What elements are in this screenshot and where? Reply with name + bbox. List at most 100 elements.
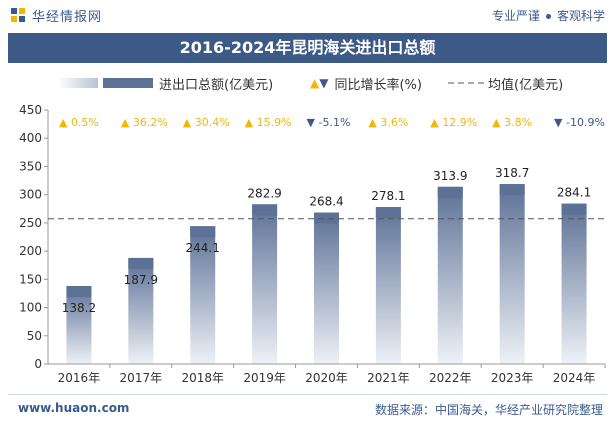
legend-label-total: 进出口总额(亿美元)	[159, 77, 274, 93]
slogan-left: 专业严谨	[491, 9, 540, 23]
value-label: 284.1	[557, 186, 591, 200]
bar-2023年	[499, 184, 525, 364]
value-label: 268.4	[309, 195, 343, 209]
y-tick-label: 0	[34, 357, 42, 371]
x-tick-label: 2018年	[181, 371, 224, 385]
growth-label: ▼ -10.9%	[554, 116, 605, 129]
x-tick-label: 2021年	[367, 371, 410, 385]
y-tick-label: 450	[19, 103, 42, 117]
up-arrow-icon: ▲	[245, 116, 254, 129]
bar-cap	[252, 204, 278, 216]
bar-cap	[190, 226, 216, 238]
bar-cap	[128, 257, 154, 269]
y-tick-label: 50	[27, 329, 42, 343]
brand-name: 华经情报网	[32, 9, 103, 25]
growth-labels: ▲ 0.5% ▲ 36.2% ▲ 30.4% ▲ 15.9% ▼ -5.1% ▲ 3.6% ▲ 12.9%…	[59, 116, 605, 129]
growth-value: 0.5%	[71, 116, 99, 129]
bar-2024年	[561, 203, 587, 364]
growth-label: ▲ 3.8%	[492, 116, 532, 129]
x-tick-label: 2023年	[491, 371, 534, 385]
legend-bar-swatch-icon	[58, 78, 153, 88]
growth-value: 3.8%	[504, 116, 532, 129]
x-tick-label: 2016年	[58, 371, 101, 385]
legend-item-total: 进出口总额(亿美元)	[58, 72, 273, 94]
bar-cap	[375, 207, 401, 219]
growth-value: 30.4%	[195, 116, 230, 129]
bar-cap	[499, 184, 525, 196]
brand: 华经情报网	[10, 6, 103, 25]
growth-value: 3.6%	[380, 116, 408, 129]
growth-value: -5.1%	[319, 116, 351, 129]
legend-item-growth: ▲ ▼ 同比增长率(%)	[310, 72, 422, 94]
x-axis: 2016年 2017年 2018年 2019年 2020年 2021年 2022年 2023年…	[48, 363, 606, 385]
growth-label: ▲ 3.6%	[368, 116, 408, 129]
legend-label-average: 均值(亿美元)	[488, 77, 564, 93]
up-arrow-icon: ▲	[121, 116, 130, 129]
growth-value: -10.9%	[566, 116, 605, 129]
bar-cap	[561, 203, 587, 215]
value-label: 282.9	[247, 186, 281, 200]
up-arrow-icon: ▲	[430, 116, 439, 129]
growth-value: 15.9%	[257, 116, 292, 129]
footer-website: www.huaon.com	[18, 401, 130, 415]
legend-dashed-line-icon	[448, 82, 484, 84]
bar-2016年	[66, 285, 92, 364]
slogan: 专业严谨 客观科学	[492, 7, 605, 24]
x-tick-label: 2024年	[553, 371, 596, 385]
dot-icon	[545, 14, 551, 19]
growth-label: ▲ 12.9%	[430, 116, 477, 129]
y-tick-label: 350	[19, 159, 42, 173]
bar-body	[561, 203, 587, 364]
growth-label: ▼ -5.1%	[307, 116, 351, 129]
up-arrow-icon: ▲	[492, 116, 501, 129]
down-arrow-icon: ▼	[554, 116, 563, 129]
x-tick-label: 2022年	[429, 371, 472, 385]
value-label: 138.2	[62, 301, 96, 315]
legend-item-average: 均值(亿美元)	[448, 72, 563, 94]
bar-body	[66, 285, 92, 364]
y-tick-label: 300	[19, 188, 42, 202]
growth-label: ▲ 15.9%	[245, 116, 292, 129]
top-bar: 华经情报网 专业严谨 客观科学	[0, 0, 615, 30]
brand-logo-icon	[11, 8, 25, 22]
legend-label-growth: 同比增长率(%)	[334, 77, 422, 93]
legend: 进出口总额(亿美元) ▲ ▼ 同比增长率(%) 均值(亿美元)	[0, 72, 615, 94]
y-tick-label: 250	[19, 216, 42, 230]
down-arrow-icon: ▼	[307, 116, 316, 129]
value-label: 187.9	[124, 273, 158, 287]
x-tick-label: 2017年	[120, 371, 163, 385]
x-tick-label: 2020年	[305, 371, 348, 385]
x-tick-label: 2019年	[243, 371, 286, 385]
y-tick-label: 400	[19, 131, 42, 145]
bar-body	[314, 212, 339, 364]
bars	[66, 184, 587, 364]
y-axis: 0 50 100 150 200 250 300 350 400 450	[19, 103, 49, 371]
bar-cap	[66, 285, 92, 297]
growth-label: ▲ 30.4%	[183, 116, 230, 129]
bar-body	[128, 257, 154, 364]
y-tick-label: 150	[19, 272, 42, 286]
legend-up-arrow-icon: ▲	[310, 76, 320, 90]
bar-cap	[314, 212, 339, 224]
bar-2021年	[375, 207, 401, 364]
value-label: 244.1	[186, 241, 220, 255]
growth-label: ▲ 36.2%	[121, 116, 168, 129]
y-tick-label: 100	[19, 301, 42, 315]
bar-2018年	[190, 226, 216, 364]
legend-down-arrow-icon: ▼	[319, 76, 329, 90]
bar-2019年	[252, 204, 278, 364]
growth-label: ▲ 0.5%	[59, 116, 99, 129]
bar-body	[252, 204, 278, 364]
footer-divider	[8, 394, 607, 395]
y-tick-label: 200	[19, 244, 42, 258]
bar-2022年	[437, 186, 463, 364]
bar-2017年	[128, 257, 154, 364]
value-labels: 138.2 187.9 244.1 282.9 268.4 278.1 313.9 318.7…	[62, 166, 591, 315]
bar-body	[375, 207, 401, 364]
slogan-right: 客观科学	[556, 9, 605, 23]
bar-body	[190, 226, 216, 364]
value-label: 318.7	[495, 166, 529, 180]
growth-value: 12.9%	[442, 116, 477, 129]
value-label: 278.1	[371, 189, 405, 203]
bar-body	[499, 184, 525, 364]
